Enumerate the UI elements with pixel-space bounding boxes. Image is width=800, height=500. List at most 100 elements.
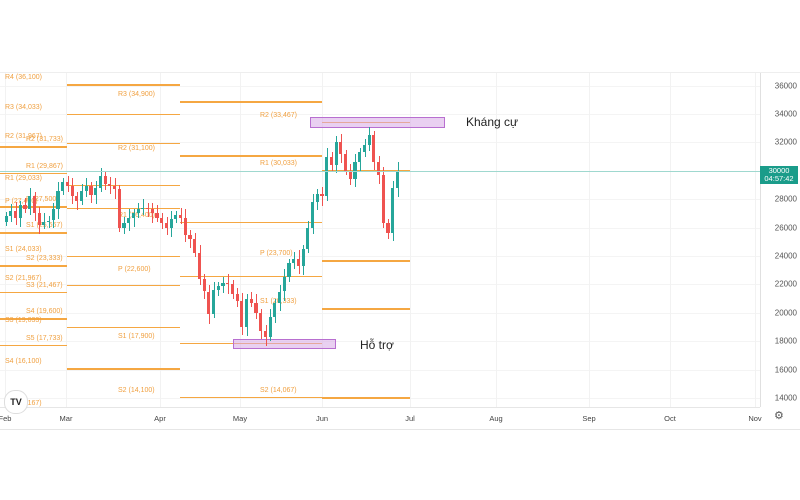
bearish-candle <box>259 73 264 407</box>
candle-body <box>391 187 395 234</box>
price-tick: 28000 <box>774 194 797 204</box>
time-tick: Jun <box>315 414 329 423</box>
grid-line <box>322 73 323 407</box>
bearish-candle <box>202 73 207 407</box>
candle-body <box>193 238 197 254</box>
candle-body <box>301 248 305 266</box>
grid-line <box>0 341 760 343</box>
tradingview-logo[interactable]: TV <box>4 390 28 414</box>
candle-wick <box>190 230 192 249</box>
candle-body <box>230 284 234 295</box>
price-tick: 18000 <box>774 336 797 346</box>
bullish-candle <box>169 73 174 407</box>
candle-body <box>211 290 216 315</box>
candle-body <box>277 291 282 303</box>
bullish-candle <box>244 73 249 407</box>
bearish-candle <box>112 73 117 407</box>
bullish-candle <box>79 73 84 407</box>
candle-body <box>79 190 84 201</box>
candle-body <box>329 156 333 166</box>
candle-body <box>145 207 150 210</box>
candle-body <box>103 176 107 184</box>
candle-body <box>4 216 8 222</box>
candle-body <box>183 217 187 235</box>
pivot-label: R4 (36,100) <box>5 74 42 82</box>
candle-body <box>353 162 357 180</box>
candle-wick <box>77 192 79 210</box>
bullish-candle <box>122 73 127 407</box>
candle-body <box>51 209 55 221</box>
bullish-candle <box>136 73 141 407</box>
bearish-candle <box>89 73 94 407</box>
grid-line <box>0 85 760 87</box>
plot-area[interactable]: R2 (31,733)R1 (29,867)P (27,500)S1 (25,6… <box>0 73 760 407</box>
bearish-candle <box>117 73 122 407</box>
support-label: Hỗ trợ <box>360 338 394 352</box>
candle-body <box>9 210 13 217</box>
bullish-candle <box>353 73 358 407</box>
price-axis[interactable]: 36000 34000 32000 30000 28000 26000 24000 22000… <box>760 73 800 407</box>
settings-gear-icon[interactable]: ⚙ <box>774 410 784 422</box>
bullish-candle <box>221 73 226 407</box>
resistance-zone <box>310 116 445 128</box>
candle-body <box>160 217 164 224</box>
pivot-line <box>67 142 180 145</box>
candle-body <box>249 298 253 303</box>
bullish-candle <box>174 73 179 407</box>
pivot-label: R2 (33,467) <box>260 111 297 119</box>
pivot-line <box>322 308 410 310</box>
pivot-line <box>0 344 67 347</box>
candle-body <box>141 207 145 210</box>
grid-line <box>160 73 161 407</box>
candle-body <box>61 182 65 191</box>
bearish-candle <box>188 73 193 407</box>
bullish-candle <box>28 73 33 407</box>
bullish-candle <box>391 73 396 407</box>
candle-wick <box>143 199 145 216</box>
time-tick: Feb <box>0 414 12 423</box>
candle-wick <box>133 209 135 228</box>
candle-body <box>348 170 352 180</box>
bearish-candle <box>183 73 188 407</box>
time-tick: Nov <box>748 414 762 423</box>
candle-body <box>70 186 74 197</box>
pivot-label: R1 (29,867) <box>26 162 63 170</box>
chart-area[interactable]: R2 (31,733)R1 (29,867)P (27,500)S1 (25,6… <box>0 72 800 430</box>
pivot-line <box>0 318 67 320</box>
grid-line <box>755 73 756 407</box>
pivot-line <box>180 221 322 224</box>
pivot-label: R1 (30,033) <box>260 160 297 168</box>
candle-body <box>381 175 385 224</box>
bullish-candle <box>98 73 103 407</box>
grid-line <box>0 369 760 371</box>
candle-body <box>287 263 291 278</box>
bullish-candle <box>273 73 278 407</box>
candle-body <box>254 302 258 313</box>
grid-line <box>66 73 67 407</box>
candle-body <box>131 213 135 218</box>
bullish-candle <box>84 73 89 407</box>
bearish-candle <box>150 73 155 407</box>
bullish-candle <box>268 73 273 407</box>
candle-body <box>28 196 32 210</box>
candle-body <box>18 204 22 218</box>
pivot-label: S1 (17,900) <box>118 332 155 340</box>
candle-body <box>339 142 343 154</box>
candle-body <box>334 142 338 166</box>
candle-body <box>343 153 348 171</box>
time-tick: Sep <box>582 414 596 423</box>
pivot-line <box>67 113 180 116</box>
pivot-line <box>322 397 410 399</box>
candle-body <box>94 187 98 195</box>
bearish-candle <box>13 73 18 407</box>
candle-body <box>13 210 18 218</box>
price-tick: 22000 <box>774 279 797 289</box>
bearish-candle <box>207 73 212 407</box>
pivot-line <box>67 207 180 210</box>
bullish-candle <box>334 73 339 407</box>
time-axis[interactable]: Feb Mar Apr May Jun Jul Aug Sep Oct Nov <box>0 407 762 430</box>
pivot-label: S2 (21,967) <box>5 275 42 283</box>
bullish-candle <box>362 73 367 407</box>
candle-body <box>127 217 131 224</box>
candle-body <box>112 186 117 190</box>
